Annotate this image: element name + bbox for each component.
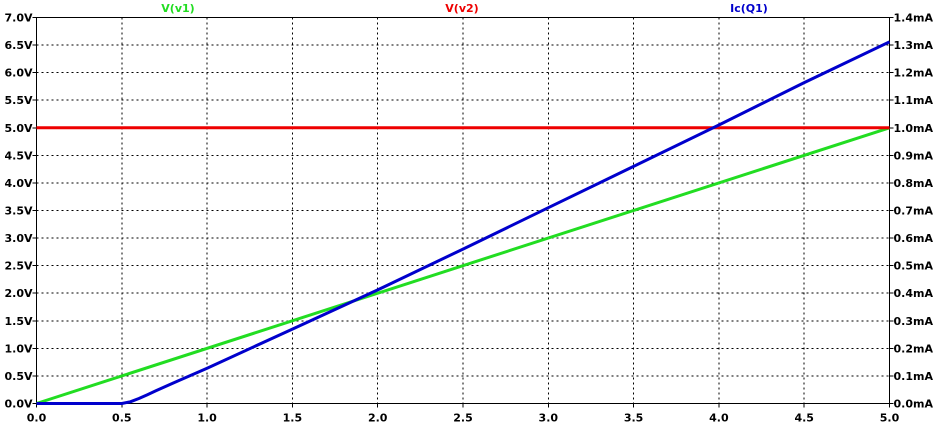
y-left-tick-label: 7.0V xyxy=(5,12,33,25)
legend-v-v1[interactable]: V(v1) xyxy=(161,2,194,15)
y-right-tick-label: 1.3mA xyxy=(894,39,934,52)
y-left-tick-label: 1.5V xyxy=(5,315,33,328)
x-tick-label: 4.0 xyxy=(709,412,729,425)
legend-v-v2[interactable]: V(v2) xyxy=(445,2,478,15)
y-left-tick-label: 4.0V xyxy=(5,177,33,190)
y-right-tick-label: 1.0mA xyxy=(894,122,934,135)
x-tick-label: 0.5 xyxy=(112,412,132,425)
y-left-tick-label: 0.0V xyxy=(5,398,33,411)
y-left-tick-label: 5.5V xyxy=(5,94,33,107)
series-v-v1-trace xyxy=(36,126,890,405)
x-tick-label: 3.0 xyxy=(539,412,559,425)
x-tick-label: 0.0 xyxy=(27,412,47,425)
y-right-tick-label: 0.9mA xyxy=(894,149,934,162)
y-right-tick-label: 0.8mA xyxy=(894,177,934,190)
y-left-tick-label: 2.0V xyxy=(5,287,33,300)
y-right-tick-label: 0.4mA xyxy=(894,287,934,300)
x-tick-label: 5.0 xyxy=(880,412,900,425)
series-ic-q1-trace xyxy=(36,40,891,405)
y-right-tick-label: 1.1mA xyxy=(894,94,934,107)
x-tick-label: 1.5 xyxy=(283,412,303,425)
axis-labels: 0.0 0.5 1.0 1.5 2.0 2.5 3.0 3.5 4.0 4.5 5.0 0.0V 0.5… xyxy=(5,12,934,425)
x-tick-label: 2.5 xyxy=(453,412,473,425)
x-tick-label: 3.5 xyxy=(624,412,644,425)
y-left-tick-label: 2.5V xyxy=(5,260,33,273)
y-left-tick-label: 3.5V xyxy=(5,205,33,218)
y-left-tick-label: 3.0V xyxy=(5,232,33,245)
y-right-tick-label: 0.3mA xyxy=(894,315,934,328)
y-right-tick-label: 0.6mA xyxy=(894,232,934,245)
y-right-tick-label: 0.1mA xyxy=(894,370,934,383)
legend: V(v1) V(v2) Ic(Q1) xyxy=(161,2,768,15)
y-left-tick-label: 6.0V xyxy=(5,67,33,80)
y-right-tick-label: 1.4mA xyxy=(894,12,934,25)
legend-ic-q1[interactable]: Ic(Q1) xyxy=(730,2,768,15)
x-tick-label: 2.0 xyxy=(368,412,388,425)
y-left-tick-label: 6.5V xyxy=(5,39,33,52)
y-right-tick-label: 0.7mA xyxy=(894,205,934,218)
x-tick-label: 1.0 xyxy=(197,412,217,425)
y-left-tick-label: 5.0V xyxy=(5,122,33,135)
series-traces xyxy=(36,40,891,405)
y-left-tick-label: 4.5V xyxy=(5,149,33,162)
grid xyxy=(36,17,890,404)
y-right-tick-label: 1.2mA xyxy=(894,67,934,80)
y-right-tick-label: 0.5mA xyxy=(894,260,934,273)
y-left-tick-label: 1.0V xyxy=(5,342,33,355)
axis-ticks xyxy=(32,17,894,408)
y-left-tick-label: 0.5V xyxy=(5,370,33,383)
y-right-tick-label: 0.2mA xyxy=(894,342,934,355)
y-right-tick-label: 0.0mA xyxy=(894,398,934,411)
x-tick-label: 4.5 xyxy=(794,412,814,425)
